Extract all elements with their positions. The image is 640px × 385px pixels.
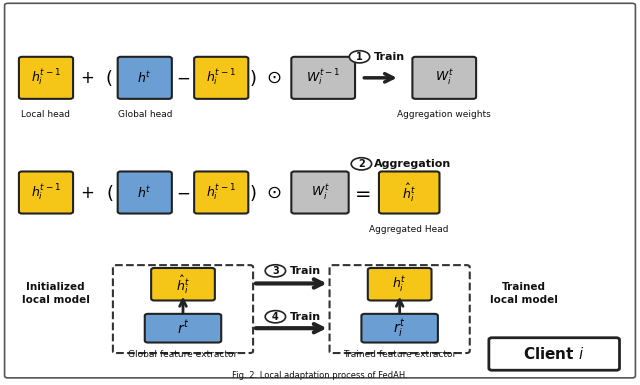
Text: Aggregated Head: Aggregated Head [369, 225, 449, 234]
Text: $r_i^t$: $r_i^t$ [394, 317, 406, 339]
Text: $W_i^{t}$: $W_i^{t}$ [310, 183, 330, 202]
FancyBboxPatch shape [19, 57, 73, 99]
Text: Global head: Global head [118, 110, 172, 119]
Text: $h_i^{t-1}$: $h_i^{t-1}$ [206, 182, 236, 203]
Text: $h^t$: $h^t$ [138, 70, 152, 85]
FancyBboxPatch shape [19, 171, 73, 214]
FancyBboxPatch shape [194, 171, 248, 214]
Text: $W_i^{t-1}$: $W_i^{t-1}$ [306, 68, 340, 88]
Text: $h_i^{t-1}$: $h_i^{t-1}$ [31, 182, 61, 203]
Text: Local head: Local head [22, 110, 70, 119]
Text: Trained feature extractor: Trained feature extractor [343, 350, 456, 360]
Text: Aggregation weights: Aggregation weights [397, 110, 491, 119]
Circle shape [351, 158, 372, 170]
Text: $=$: $=$ [351, 183, 371, 202]
FancyBboxPatch shape [291, 57, 355, 99]
Text: Initialized
local model: Initialized local model [22, 282, 90, 305]
Text: $-$: $-$ [176, 184, 190, 201]
Text: Train: Train [289, 266, 321, 276]
Text: 4: 4 [272, 312, 279, 322]
Text: $+$: $+$ [81, 184, 95, 201]
Text: Client $i$: Client $i$ [523, 346, 585, 362]
Text: $h_i^t$: $h_i^t$ [392, 275, 407, 294]
Text: $($: $($ [105, 68, 114, 88]
Text: $)$: $)$ [250, 68, 257, 88]
FancyBboxPatch shape [291, 171, 349, 214]
FancyBboxPatch shape [118, 171, 172, 214]
Text: $\odot$: $\odot$ [266, 69, 282, 87]
Text: 3: 3 [272, 266, 279, 276]
Text: Global feature extractor: Global feature extractor [129, 350, 237, 360]
Text: $W_i^{t}$: $W_i^{t}$ [435, 68, 454, 87]
Text: 1: 1 [356, 52, 363, 62]
Text: $\odot$: $\odot$ [266, 184, 282, 201]
Circle shape [265, 311, 285, 323]
FancyBboxPatch shape [118, 57, 172, 99]
FancyBboxPatch shape [151, 268, 215, 300]
FancyBboxPatch shape [489, 338, 620, 370]
Text: $\hat{h}_i^t$: $\hat{h}_i^t$ [403, 181, 416, 204]
Text: Trained
local model: Trained local model [490, 282, 558, 305]
FancyBboxPatch shape [145, 314, 221, 343]
Text: $-$: $-$ [176, 69, 190, 87]
FancyBboxPatch shape [412, 57, 476, 99]
Text: 2: 2 [358, 159, 365, 169]
Text: $h_i^{t-1}$: $h_i^{t-1}$ [206, 68, 236, 88]
Text: $)$: $)$ [250, 182, 257, 203]
FancyBboxPatch shape [194, 57, 248, 99]
FancyBboxPatch shape [362, 314, 438, 343]
Text: Train: Train [374, 52, 405, 62]
Text: $+$: $+$ [81, 69, 95, 87]
Text: $\hat{h}_i^t$: $\hat{h}_i^t$ [176, 273, 190, 296]
Text: Train: Train [289, 312, 321, 322]
Text: Aggregation: Aggregation [374, 159, 451, 169]
FancyBboxPatch shape [368, 268, 431, 300]
Circle shape [349, 51, 370, 63]
Text: Fig. 2. Local adaptation process of FedAH.: Fig. 2. Local adaptation process of FedA… [232, 371, 408, 380]
Circle shape [265, 265, 285, 277]
FancyBboxPatch shape [379, 171, 440, 214]
Text: $r^t$: $r^t$ [177, 320, 189, 337]
Text: $($: $($ [106, 182, 113, 203]
Text: $h_i^{t-1}$: $h_i^{t-1}$ [31, 68, 61, 88]
Text: $h^t$: $h^t$ [138, 185, 152, 200]
